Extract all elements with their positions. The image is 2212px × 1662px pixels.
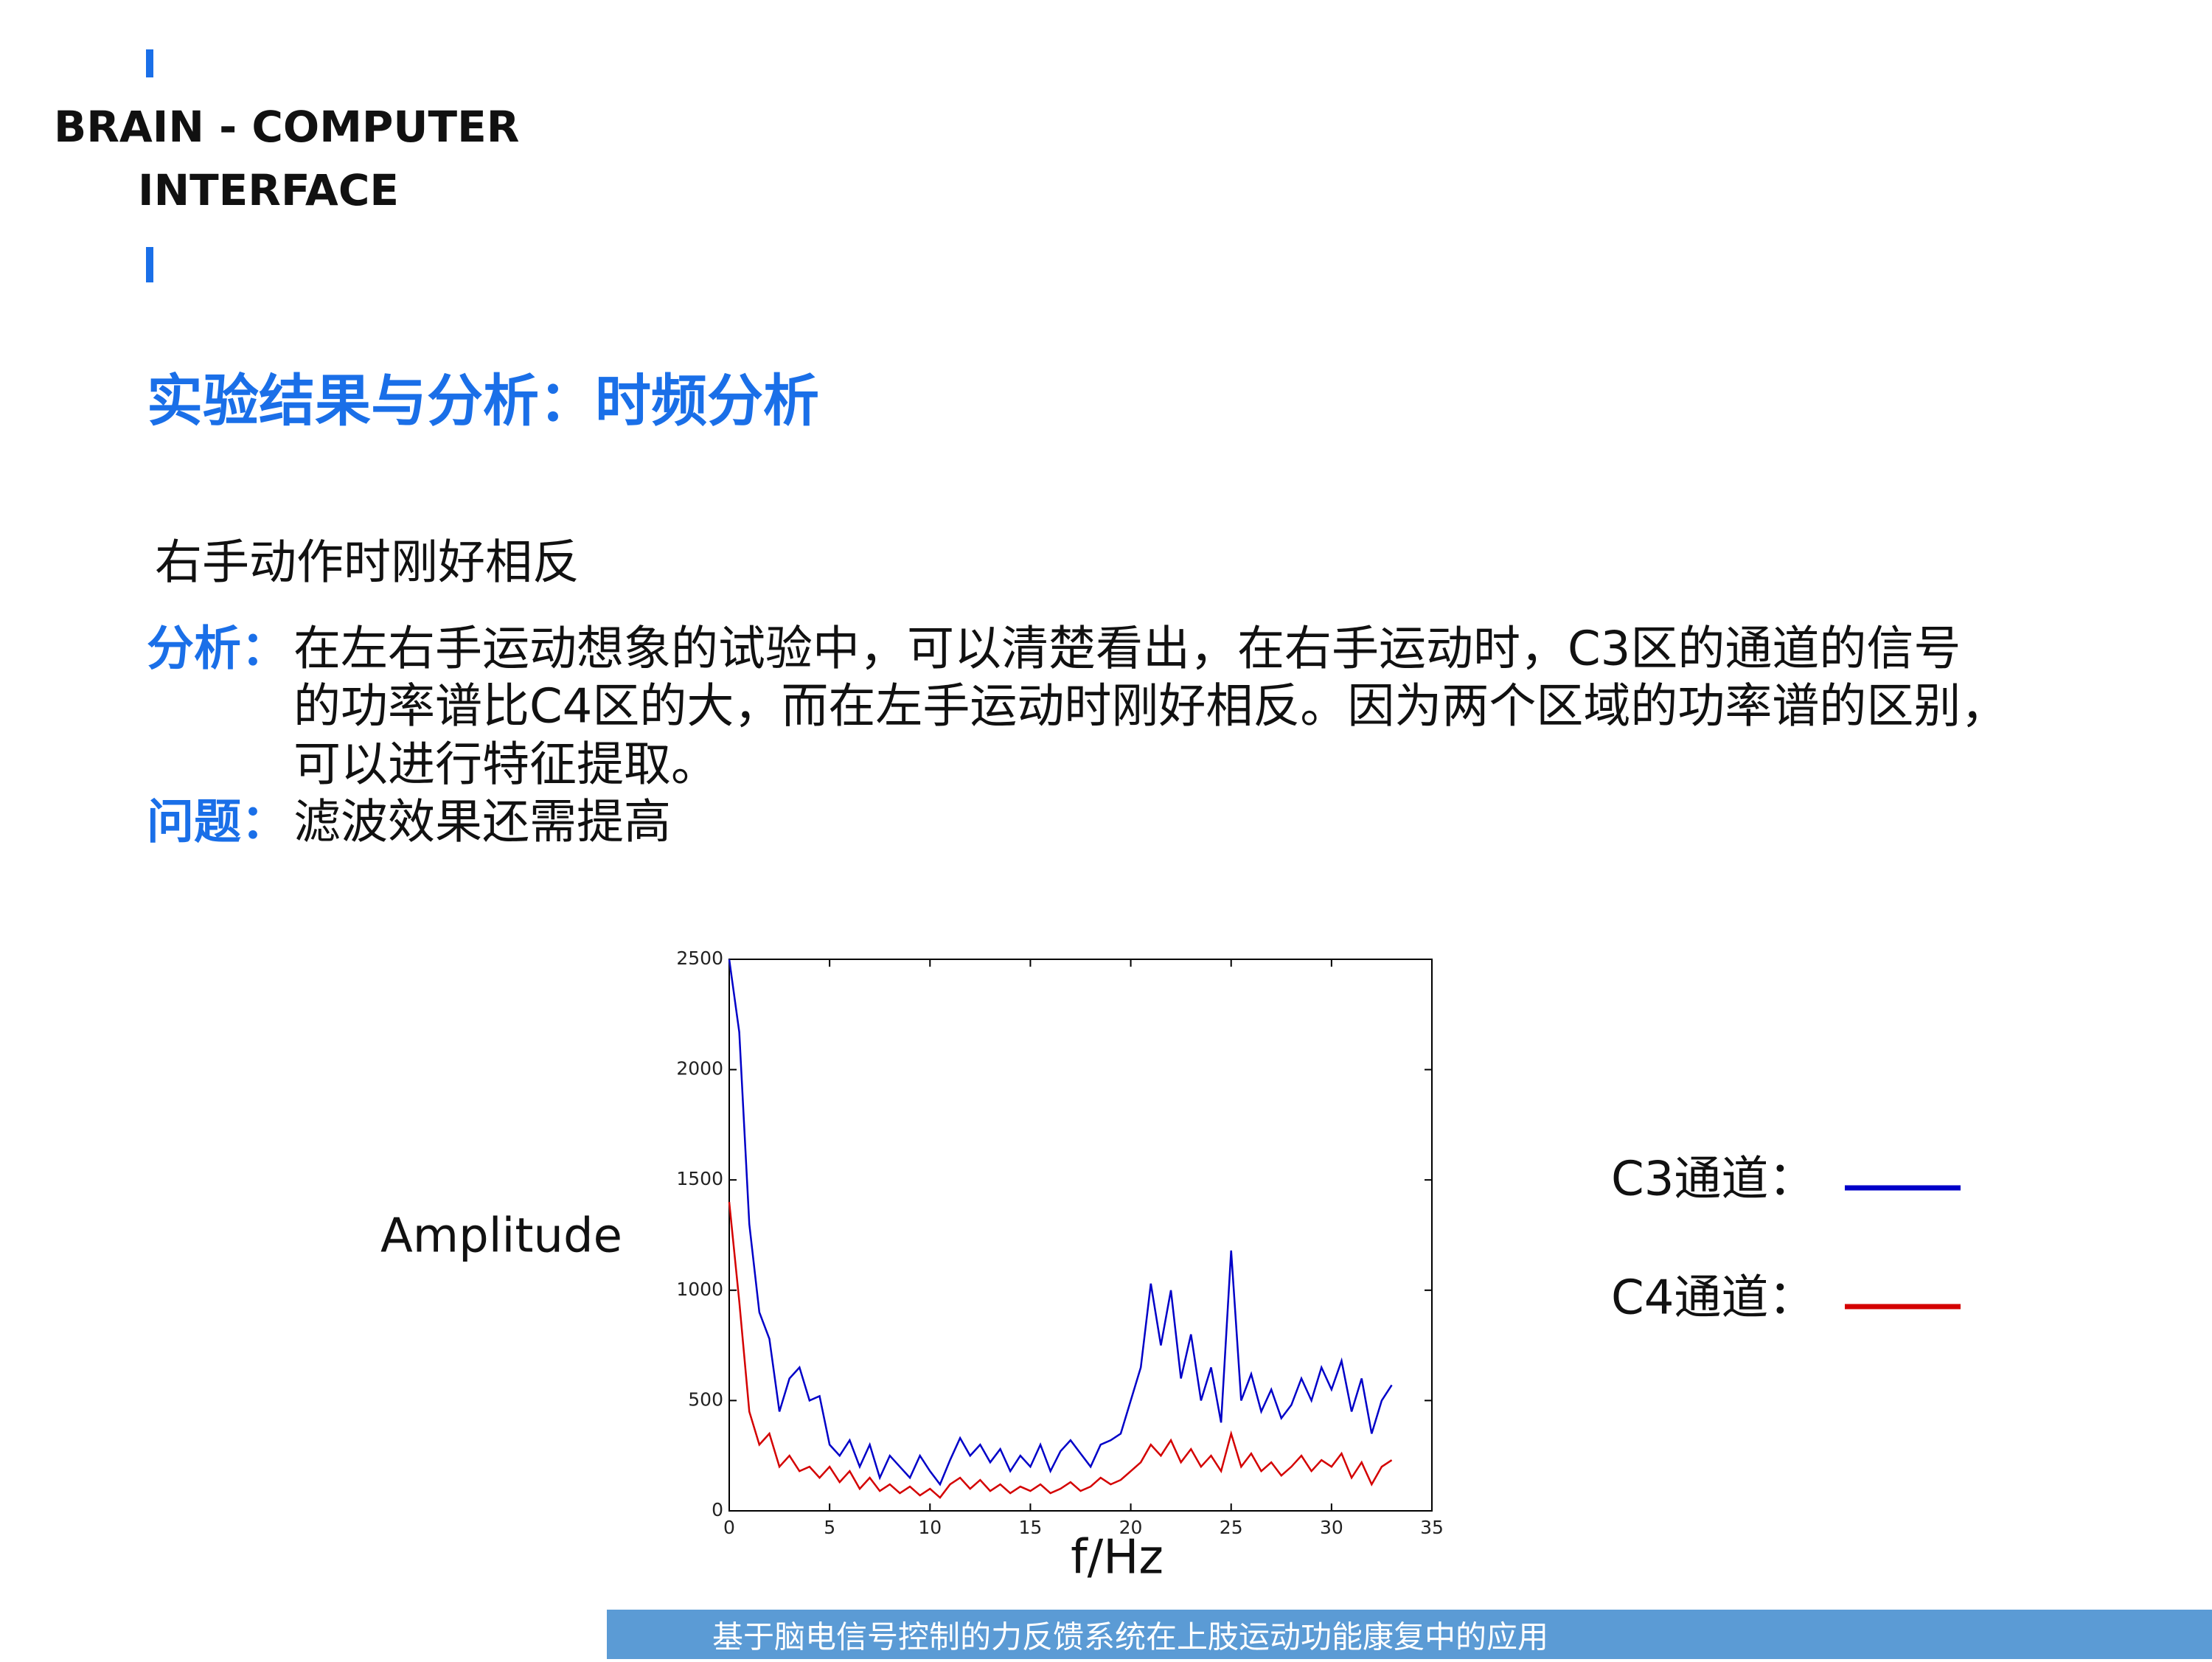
- analysis-label: 分析：: [147, 622, 288, 677]
- series-line: [728, 1201, 1393, 1499]
- legend-label: C4通道：: [1611, 1271, 1815, 1326]
- series-line: [728, 959, 1393, 1487]
- y-tick-label: 1000: [676, 1279, 723, 1300]
- x-tick-label: 15: [1019, 1517, 1043, 1538]
- intro-text: 右手动作时刚好相反: [155, 536, 580, 591]
- y-tick-label: 2000: [676, 1058, 723, 1079]
- analysis-line: 可以进行特征提取。: [293, 738, 718, 793]
- accent-bar: [146, 247, 153, 282]
- legend-label: C3通道：: [1611, 1152, 1815, 1207]
- section-title: 实验结果与分析：时频分析: [147, 368, 819, 434]
- footer-bar: [607, 1610, 2212, 1659]
- brand-line: BRAIN - COMPUTER: [54, 102, 519, 152]
- y-axis-label: Amplitude: [380, 1209, 622, 1264]
- x-tick-label: 20: [1119, 1517, 1143, 1538]
- accent-bar: [146, 49, 153, 77]
- analysis-line: 的功率谱比C4区的大，而在左手运动时刚好相反。因为两个区域的功率谱的区别，: [293, 680, 2008, 734]
- brand-line: INTERFACE: [138, 165, 399, 215]
- x-tick-label: 5: [824, 1517, 835, 1538]
- y-tick-label: 500: [688, 1388, 723, 1410]
- problem-label: 问题：: [147, 796, 288, 850]
- x-tick-label: 0: [723, 1517, 735, 1538]
- footer-text: 基于脑电信号控制的力反馈系统在上肢运动功能康复中的应用: [712, 1619, 1548, 1655]
- y-tick-label: 0: [712, 1499, 723, 1520]
- y-tick-label: 1500: [676, 1168, 723, 1189]
- analysis-line: 在左右手运动想象的试验中，可以清楚看出，在右手运动时，C3区的通道的信号: [293, 622, 1961, 677]
- x-tick-label: 35: [1420, 1517, 1444, 1538]
- x-tick-label: 25: [1220, 1517, 1243, 1538]
- y-tick-label: 2500: [676, 948, 723, 969]
- problem-text: 滤波效果还需提高: [293, 796, 671, 850]
- x-axis-label: f/Hz: [1071, 1531, 1164, 1585]
- plot-frame: [728, 959, 1433, 1512]
- x-tick-label: 10: [918, 1517, 942, 1538]
- x-tick-label: 30: [1320, 1517, 1343, 1538]
